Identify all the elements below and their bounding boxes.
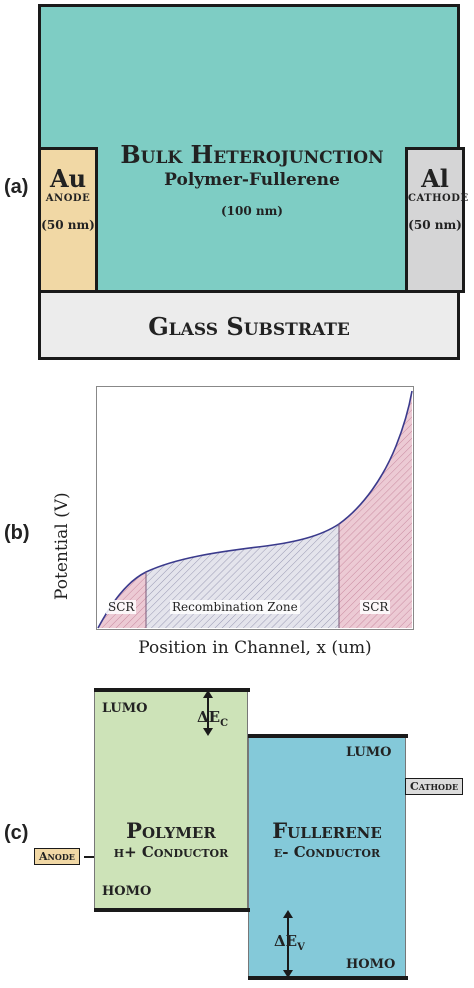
active-layer-title: Bulk Heterojunction [120,140,384,169]
fullerene-band [248,736,406,980]
scr-right-region [339,391,412,628]
active-layer-subtitle: Polymer-Fullerene [164,170,340,190]
polymer-homo-line [94,908,250,912]
glass-substrate [38,290,460,360]
potential-plot [96,386,414,630]
delta-ec-label: ΔEC [197,708,228,729]
scr-right-label: SCR [360,600,391,614]
recombination-zone-label: Recombination Zone [170,600,300,614]
fullerene-subtitle: e- Conductor [273,843,381,861]
x-axis-label: Position in Channel, x (um) [138,638,372,658]
polymer-homo-label: HOMO [102,884,152,899]
delta-ev-arrow [283,910,293,978]
potential-curve [97,390,413,629]
active-layer-thickness: (100 nm) [220,204,283,218]
cathode-contact: Cathode [405,778,464,795]
fullerene-title: Fullerene [272,818,382,843]
delta-ec-arrow [203,690,213,736]
panel-c-label: (c) [4,822,29,844]
anode-symbol: Au [49,164,87,193]
panel-b-label: (b) [4,522,30,544]
anode-role: Anode [45,193,91,204]
anode-thickness: (50 nm) [41,218,95,232]
polymer-lumo-label: LUMO [102,701,148,716]
delta-ec-base: ΔE [197,708,221,726]
cathode-role: Cathode [408,193,469,204]
delta-ev-label: ΔEV [274,932,305,953]
delta-ec-sub: C [220,718,229,729]
delta-ev-sub: V [297,942,305,953]
anode-electrode: Au Anode (50 nm) [38,147,98,293]
delta-ev-base: ΔE [274,932,298,950]
anode-contact: Anode [34,848,80,865]
polymer-lumo-line [94,688,250,692]
fullerene-homo-line [248,976,408,980]
polymer-subtitle: h+ Conductor [113,843,229,861]
fullerene-lumo-label: LUMO [346,745,392,760]
anode-contact-lead [84,856,94,858]
polymer-band [94,690,248,912]
cathode-symbol: Al [421,164,449,193]
panel-a-label: (a) [4,176,29,198]
scr-left-label: SCR [106,600,137,614]
y-axis-label: Potential (V) [52,492,72,600]
fullerene-homo-label: HOMO [346,957,396,972]
cathode-electrode: Al Cathode (50 nm) [405,147,469,293]
cathode-thickness: (50 nm) [408,218,462,232]
fullerene-lumo-line [248,734,408,738]
substrate-label: Glass Substrate [148,312,350,341]
polymer-title: Polymer [126,818,216,843]
